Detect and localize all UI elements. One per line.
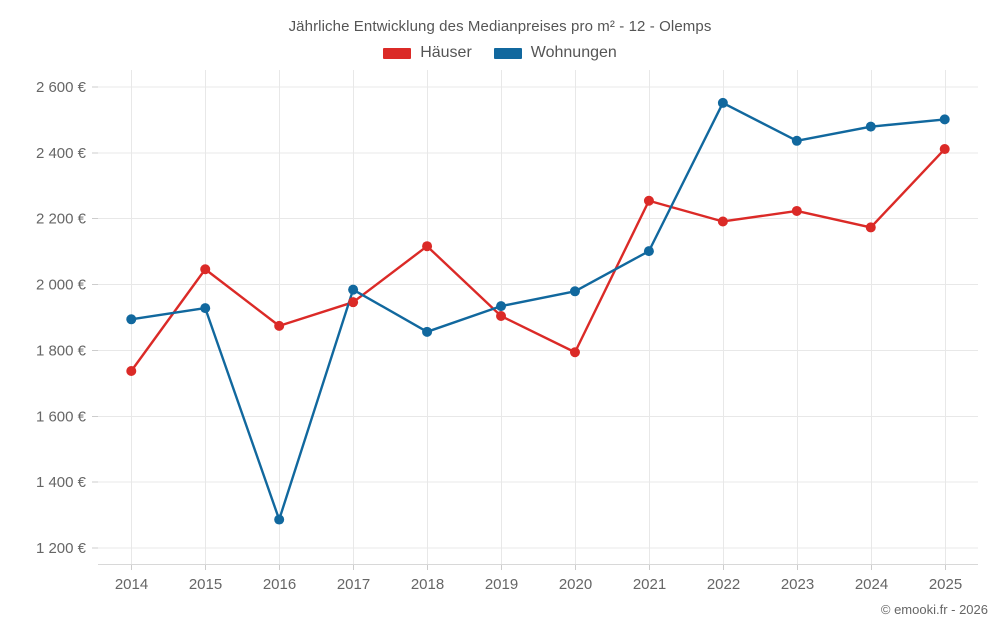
data-point-marker[interactable] bbox=[422, 326, 433, 337]
y-axis-tick-label: 2 000 € bbox=[36, 277, 87, 294]
legend-swatch-wohnungen bbox=[493, 47, 522, 59]
legend-label-hauser: Häuser bbox=[420, 44, 472, 61]
data-point-marker[interactable] bbox=[126, 366, 137, 377]
data-point-marker[interactable] bbox=[496, 301, 507, 312]
data-point-marker[interactable] bbox=[274, 320, 285, 331]
y-axis-tick-label: 2 600 € bbox=[36, 79, 87, 96]
data-point-marker[interactable] bbox=[496, 311, 507, 322]
x-axis-tick-label: 2022 bbox=[707, 576, 740, 593]
data-point-marker[interactable] bbox=[643, 195, 654, 206]
data-point-marker[interactable] bbox=[200, 264, 211, 275]
series-line-wohnungen bbox=[130, 101, 946, 521]
credit-text: © emooki.fr - 2026 bbox=[880, 602, 988, 617]
data-point-marker[interactable] bbox=[569, 286, 580, 297]
chart-title: Jährliche Entwicklung des Medianpreises … bbox=[288, 18, 712, 35]
data-point-marker[interactable] bbox=[939, 144, 950, 155]
y-axis-tick-label: 2 200 € bbox=[36, 211, 87, 228]
y-axis-tick-label: 1 400 € bbox=[36, 474, 87, 491]
y-axis-tick-label: 1 600 € bbox=[36, 408, 87, 425]
x-axis-tick-label: 2020 bbox=[559, 576, 592, 593]
y-axis-tick-label: 1 800 € bbox=[36, 342, 87, 359]
data-point-marker[interactable] bbox=[791, 205, 802, 216]
data-point-marker[interactable] bbox=[274, 514, 285, 525]
x-axis-tick-label: 2025 bbox=[929, 576, 962, 593]
x-axis-tick-label: 2014 bbox=[115, 576, 148, 593]
x-axis-tick-label: 2018 bbox=[411, 576, 444, 593]
legend-label-wohnungen: Wohnungen bbox=[530, 44, 617, 61]
data-point-marker[interactable] bbox=[865, 121, 876, 132]
legend-swatch-hauser bbox=[383, 47, 412, 59]
data-point-marker[interactable] bbox=[717, 216, 728, 227]
x-axis-tick-label: 2015 bbox=[189, 576, 222, 593]
x-axis-tick-label: 2019 bbox=[485, 576, 518, 593]
y-axis-tick-label: 1 200 € bbox=[36, 540, 87, 557]
data-point-marker[interactable] bbox=[791, 135, 802, 146]
series-line-häuser bbox=[130, 147, 946, 373]
data-point-marker[interactable] bbox=[643, 246, 654, 257]
legend-item-wohnungen[interactable]: Wohnungen bbox=[493, 44, 617, 62]
data-point-marker[interactable] bbox=[939, 114, 950, 125]
x-axis-tick-label: 2023 bbox=[781, 576, 814, 593]
y-axis-tick-label: 2 400 € bbox=[36, 145, 87, 162]
chart-legend: Häuser Wohnungen bbox=[0, 44, 1000, 62]
legend-item-hauser[interactable]: Häuser bbox=[383, 44, 472, 62]
data-point-marker[interactable] bbox=[717, 97, 728, 108]
data-point-marker[interactable] bbox=[422, 241, 433, 252]
x-axis-tick-label: 2024 bbox=[855, 576, 888, 593]
data-point-marker[interactable] bbox=[348, 297, 359, 308]
x-axis-tick-label: 2021 bbox=[633, 576, 666, 593]
data-point-marker[interactable] bbox=[569, 347, 580, 358]
x-axis-tick-label: 2016 bbox=[263, 576, 296, 593]
data-point-marker[interactable] bbox=[865, 222, 876, 233]
data-point-marker[interactable] bbox=[126, 314, 137, 325]
data-point-marker[interactable] bbox=[200, 303, 211, 314]
data-point-marker[interactable] bbox=[348, 284, 359, 295]
x-axis-tick-label: 2017 bbox=[337, 576, 370, 593]
